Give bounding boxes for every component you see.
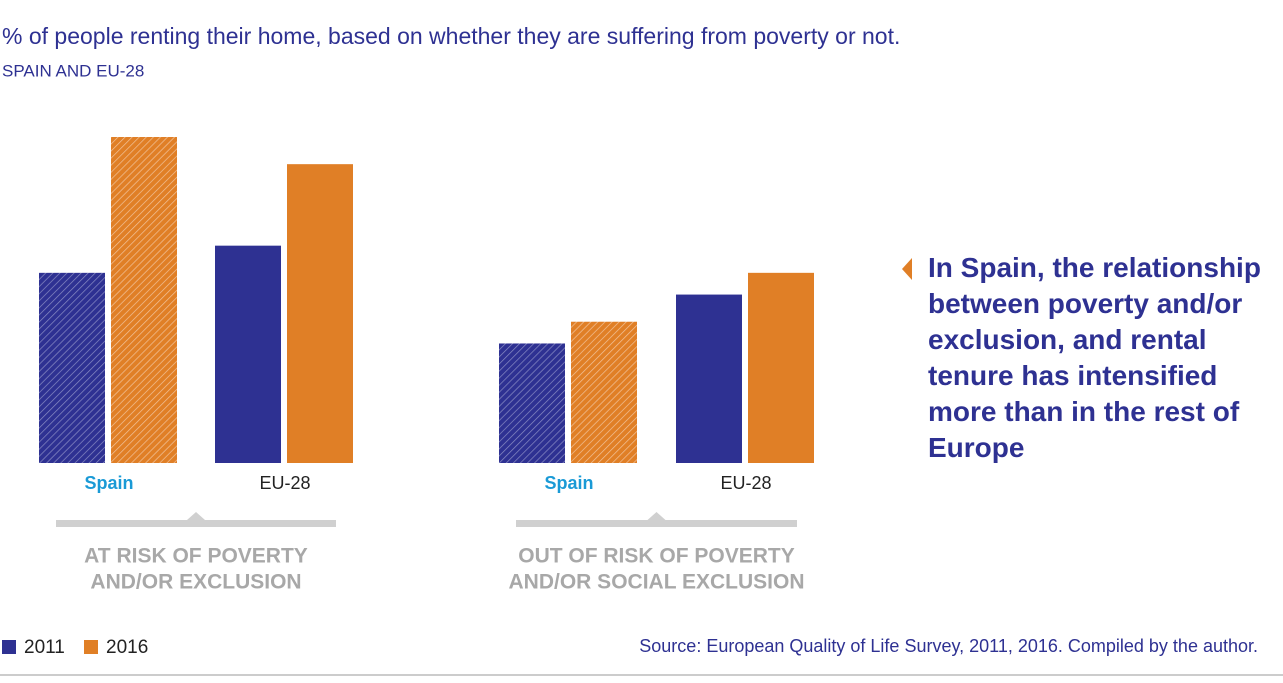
group-bracket <box>516 512 797 527</box>
bar <box>676 294 742 463</box>
legend-swatch <box>2 640 16 654</box>
bar <box>499 343 565 463</box>
group-label: OUT OF RISK OF POVERTY <box>518 545 795 568</box>
chart-title: % of people renting their home, based on… <box>2 23 900 49</box>
category-label: EU-28 <box>259 473 310 493</box>
group-bracket <box>56 512 336 527</box>
category-label: Spain <box>544 473 593 493</box>
chart-subtitle: SPAIN AND EU-28 <box>2 61 144 80</box>
group-label: AND/OR EXCLUSION <box>90 571 301 594</box>
bar <box>287 164 353 463</box>
annotation-marker <box>902 258 912 280</box>
legend-label: 2016 <box>106 637 148 658</box>
annotation: In Spain, the relationship between pover… <box>928 252 1261 463</box>
bar <box>571 321 637 463</box>
bar <box>39 272 105 463</box>
category-label: Spain <box>84 473 133 493</box>
bar <box>748 272 814 463</box>
group-label: AT RISK OF POVERTY <box>84 545 308 568</box>
legend-swatch <box>84 640 98 654</box>
bar <box>111 137 177 463</box>
group-label: AND/OR SOCIAL EXCLUSION <box>509 571 805 594</box>
category-label: EU-28 <box>720 473 771 493</box>
legend-label: 2011 <box>24 637 65 658</box>
bar <box>215 245 281 463</box>
source: Source: European Quality of Life Survey,… <box>639 636 1258 656</box>
